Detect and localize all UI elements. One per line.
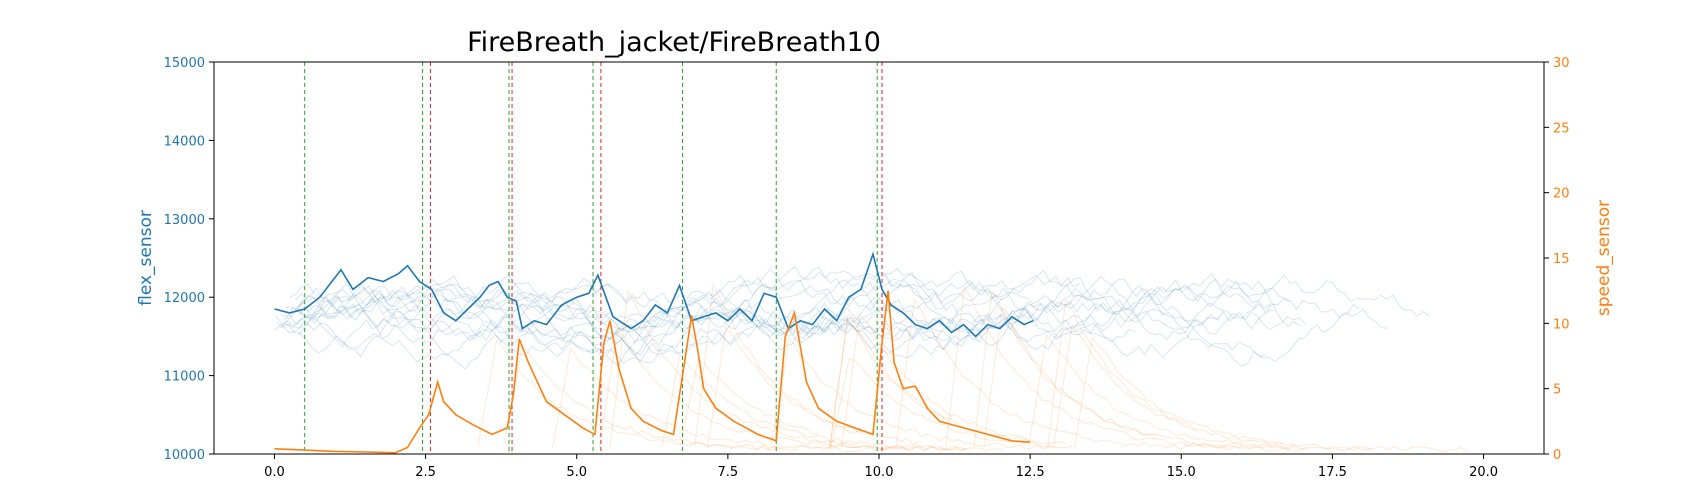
speed-trace-faint <box>598 328 1005 453</box>
plot-frame <box>213 61 1545 455</box>
speed-trace-faint <box>680 358 820 446</box>
right-axis-label: speed_sensor <box>1594 200 1614 316</box>
right-tick-label: 15 <box>1553 252 1570 267</box>
x-tick-label: 2.5 <box>415 465 436 480</box>
flex-trace-faint <box>274 274 1430 336</box>
speed-trace-faint <box>829 312 1066 449</box>
left-tick-label: 13000 <box>164 213 205 228</box>
speed-sensor-line <box>274 290 1031 454</box>
right-tick-label: 0 <box>1553 448 1561 463</box>
x-tick-label: 7.5 <box>718 465 739 480</box>
left-tick-label: 12000 <box>164 291 205 306</box>
flex-trace-faint <box>298 274 1267 367</box>
flex-trace-faint <box>280 266 1388 329</box>
vertical-markers <box>304 62 883 454</box>
right-tick-label: 10 <box>1553 317 1570 332</box>
left-tick-label: 10000 <box>164 448 205 463</box>
speed-trace-faint <box>1073 336 1468 453</box>
flex-sensor-line <box>274 251 1034 338</box>
x-tick-label: 0.0 <box>264 465 285 480</box>
flex-trace-faint <box>279 266 1290 366</box>
background-traces <box>274 266 1468 453</box>
chart-title: FireBreath_jacket/FireBreath10 <box>467 27 881 58</box>
x-tick-label: 17.5 <box>1318 465 1347 480</box>
flex-trace-faint <box>296 270 1301 342</box>
flex-trace-faint <box>284 275 1271 364</box>
right-y-axis: 0 5 10 15 20 25 30 <box>1544 56 1570 463</box>
flex-trace-faint <box>295 271 1360 363</box>
speed-trace-faint <box>973 289 1156 449</box>
speed-trace-faint <box>551 346 861 451</box>
flex-trace-faint <box>296 273 1277 347</box>
main-traces <box>274 251 1034 454</box>
speed-trace-faint <box>895 298 1242 451</box>
left-tick-label: 14000 <box>164 134 205 149</box>
flex-trace-faint <box>276 283 1136 356</box>
speed-trace-faint <box>945 286 1309 452</box>
left-tick-label: 11000 <box>164 370 205 385</box>
speed-trace-faint <box>707 326 866 448</box>
speed-trace-faint <box>770 336 1056 450</box>
right-tick-label: 20 <box>1553 187 1570 202</box>
x-tick-label: 15.0 <box>1167 465 1196 480</box>
speed-trace-faint <box>503 346 915 452</box>
x-axis: 0.0 2.5 5.0 7.5 10.0 12.5 15.0 17.5 20.0 <box>264 454 1498 480</box>
flex-trace-faint <box>281 275 1220 358</box>
x-tick-label: 5.0 <box>566 465 587 480</box>
left-tick-label: 15000 <box>164 56 205 71</box>
speed-trace-faint <box>840 313 1030 448</box>
speed-trace-faint <box>477 339 781 451</box>
speed-trace-faint <box>661 354 971 452</box>
speed-trace-faint <box>1053 323 1200 448</box>
speed-trace-faint <box>694 282 919 447</box>
speed-trace-faint <box>828 319 951 450</box>
speed-trace-faint <box>830 358 1073 449</box>
speed-trace-faint <box>1028 333 1374 452</box>
x-tick-label: 10.0 <box>865 465 894 480</box>
left-axis-label: flex_sensor <box>136 210 156 306</box>
speed-trace-faint <box>609 289 967 452</box>
speed-trace-faint <box>1047 297 1284 448</box>
right-tick-label: 25 <box>1553 121 1570 136</box>
x-tick-label: 12.5 <box>1016 465 1045 480</box>
flex-trace-faint <box>289 283 1004 357</box>
x-tick-label: 20.0 <box>1469 465 1498 480</box>
right-tick-label: 5 <box>1553 383 1561 398</box>
speed-trace-faint <box>983 306 1299 451</box>
left-y-axis: 10000 11000 12000 13000 14000 15000 <box>164 56 214 463</box>
right-tick-label: 30 <box>1553 56 1570 71</box>
flex-trace-faint <box>298 282 958 338</box>
flex-trace-faint <box>283 278 1306 370</box>
